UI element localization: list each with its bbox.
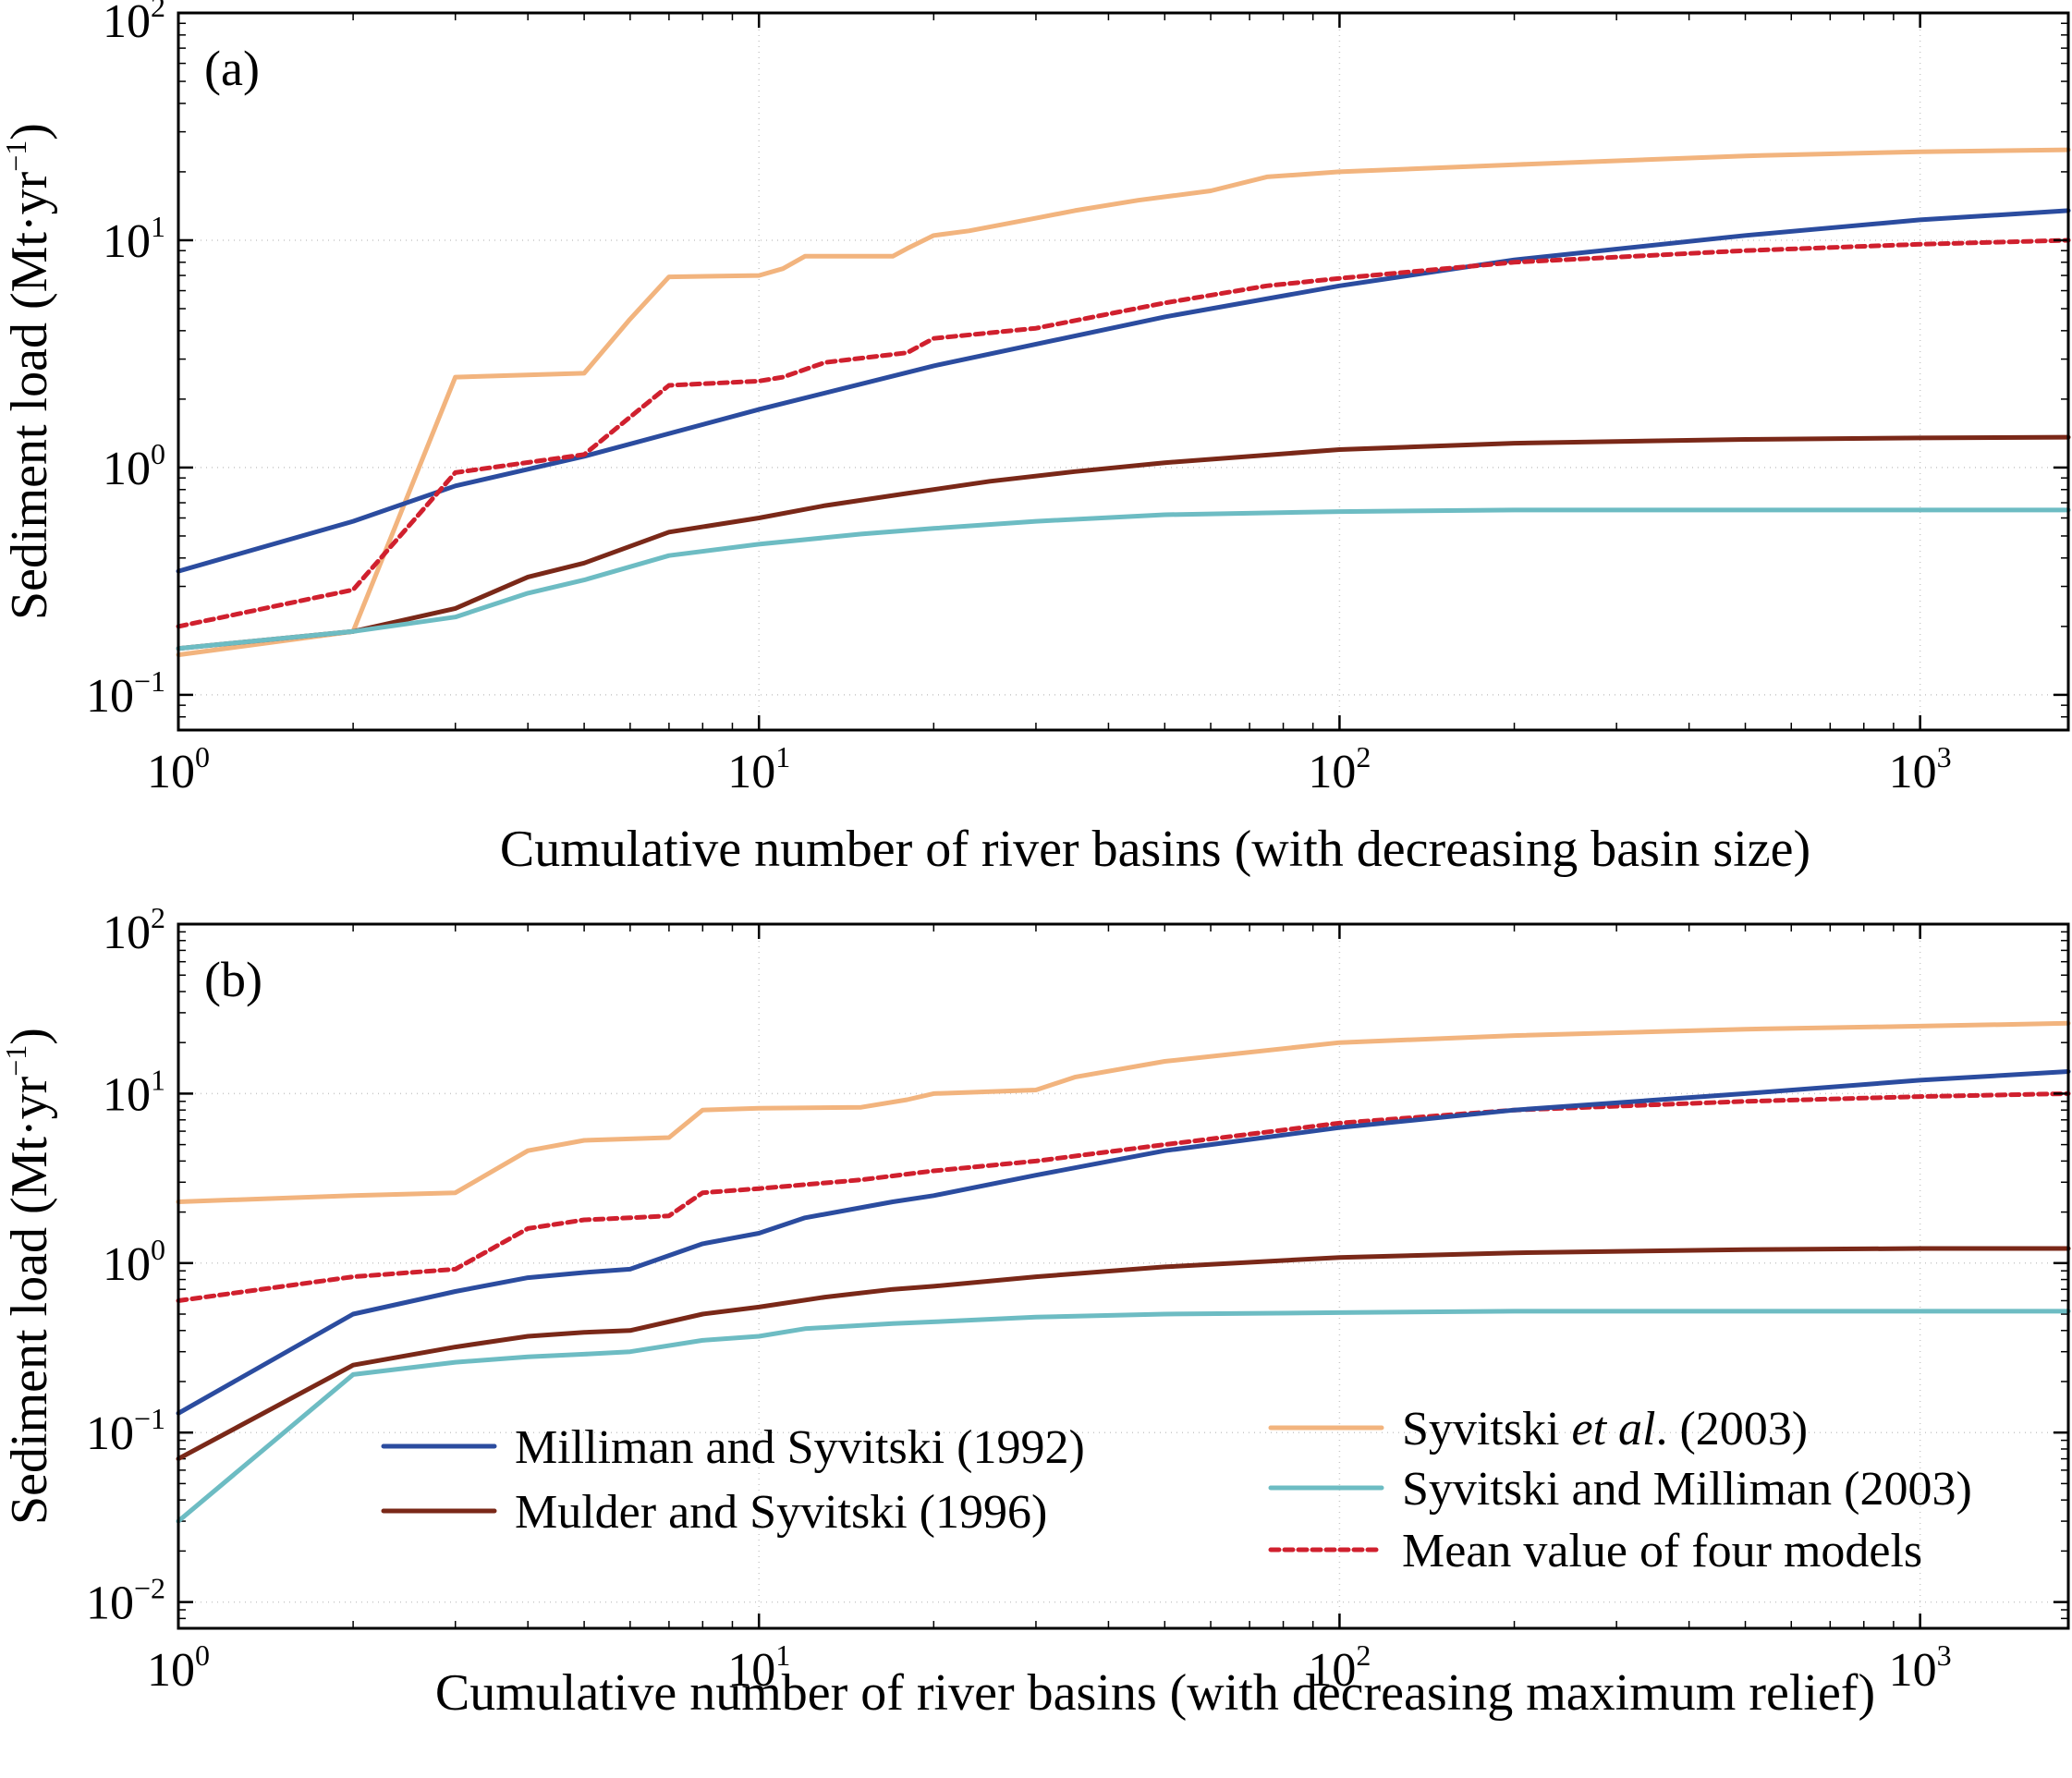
panel-a-y-tick-label: 101	[103, 210, 165, 268]
panel-a-x-tick-label: 102	[1308, 740, 1371, 798]
panel-b-x-tick-label: 102	[1308, 1638, 1371, 1697]
legend-item-syvitski-et-al: Syvitski et al. (2003)	[1268, 1403, 1808, 1455]
panel-a-series-mean	[176, 237, 2071, 629]
panel-a-x-axis-title: Cumulative number of river basins (with …	[500, 821, 1810, 878]
panel-a-panel-label: (a)	[204, 41, 260, 96]
panel-b-x-tick-label: 103	[1889, 1638, 1952, 1697]
panel-b-series-syvitski-milliman	[176, 1309, 2071, 1524]
panel-a-x-tick-label: 100	[147, 740, 210, 798]
panel-b-y-tick-label: 102	[103, 901, 165, 959]
panel-a-y-tick-label: 100	[103, 437, 165, 495]
panel-a-series-mulder	[176, 434, 2071, 652]
legend: Milliman and Syvitski (1992) Mulder and S…	[381, 1403, 1972, 1577]
panel-b-y-axis-title: Sediment load (Mt·yr−1)	[0, 1028, 58, 1525]
panel-b-y-tick-label: 10−2	[86, 1572, 165, 1630]
panel-a-series-syvitski-milliman	[176, 507, 2071, 652]
panel-b-plot-frame	[177, 922, 2070, 1630]
panel-a-y-tick-label: 10−1	[86, 664, 165, 723]
legend-label: Syvitski et al. (2003)	[1402, 1403, 1808, 1455]
panel-a-x-tick-label: 103	[1889, 740, 1952, 798]
panel-b-y-tick-label: 10−1	[86, 1402, 165, 1460]
legend-label: Mean value of four models	[1402, 1525, 1922, 1577]
panel-b-panel-label: (b)	[204, 952, 262, 1007]
panel-a-y-tick-label: 102	[103, 0, 165, 48]
legend-label: Mulder and Syvitski (1996)	[515, 1486, 1047, 1539]
panel-b-y-tick-label: 100	[103, 1233, 165, 1291]
legend-item-milliman: Milliman and Syvitski (1992)	[381, 1421, 1085, 1474]
panel-b-series-milliman	[176, 1069, 2071, 1416]
panel-b-x-axis-title: Cumulative number of river basins (with …	[435, 1664, 1875, 1722]
panel-b-x-tick-label: 100	[147, 1638, 210, 1697]
panel-a-plot-frame	[177, 11, 2070, 732]
panel-a-x-tick-label: 101	[727, 740, 790, 798]
panel-b-x-tick-label: 101	[727, 1638, 790, 1697]
panel-a-chart: 100 101 102 103 10−1 100 101 102 (a) Cumulative n…	[0, 0, 2071, 878]
panel-b-series-syvitski-et-al	[176, 1020, 2071, 1204]
panel-b-chart: 100 101 102 103 10−2 10−1 100 101 102 (b) Cumulati…	[0, 901, 2071, 1722]
legend-item-mean: Mean value of four models	[1268, 1525, 1922, 1577]
panel-b-series-mulder	[176, 1246, 2071, 1462]
legend-item-mulder: Mulder and Syvitski (1996)	[381, 1486, 1047, 1539]
legend-label: Milliman and Syvitski (1992)	[515, 1421, 1085, 1474]
panel-a-series-syvitski-et-al	[176, 147, 2071, 658]
legend-item-syvitski-milliman: Syvitski and Milliman (2003)	[1268, 1463, 1972, 1516]
panel-b-y-tick-label: 101	[103, 1063, 165, 1121]
legend-label: Syvitski and Milliman (2003)	[1402, 1463, 1972, 1516]
panel-a-y-axis-title: Sediment load (Mt·yr−1)	[0, 123, 58, 620]
